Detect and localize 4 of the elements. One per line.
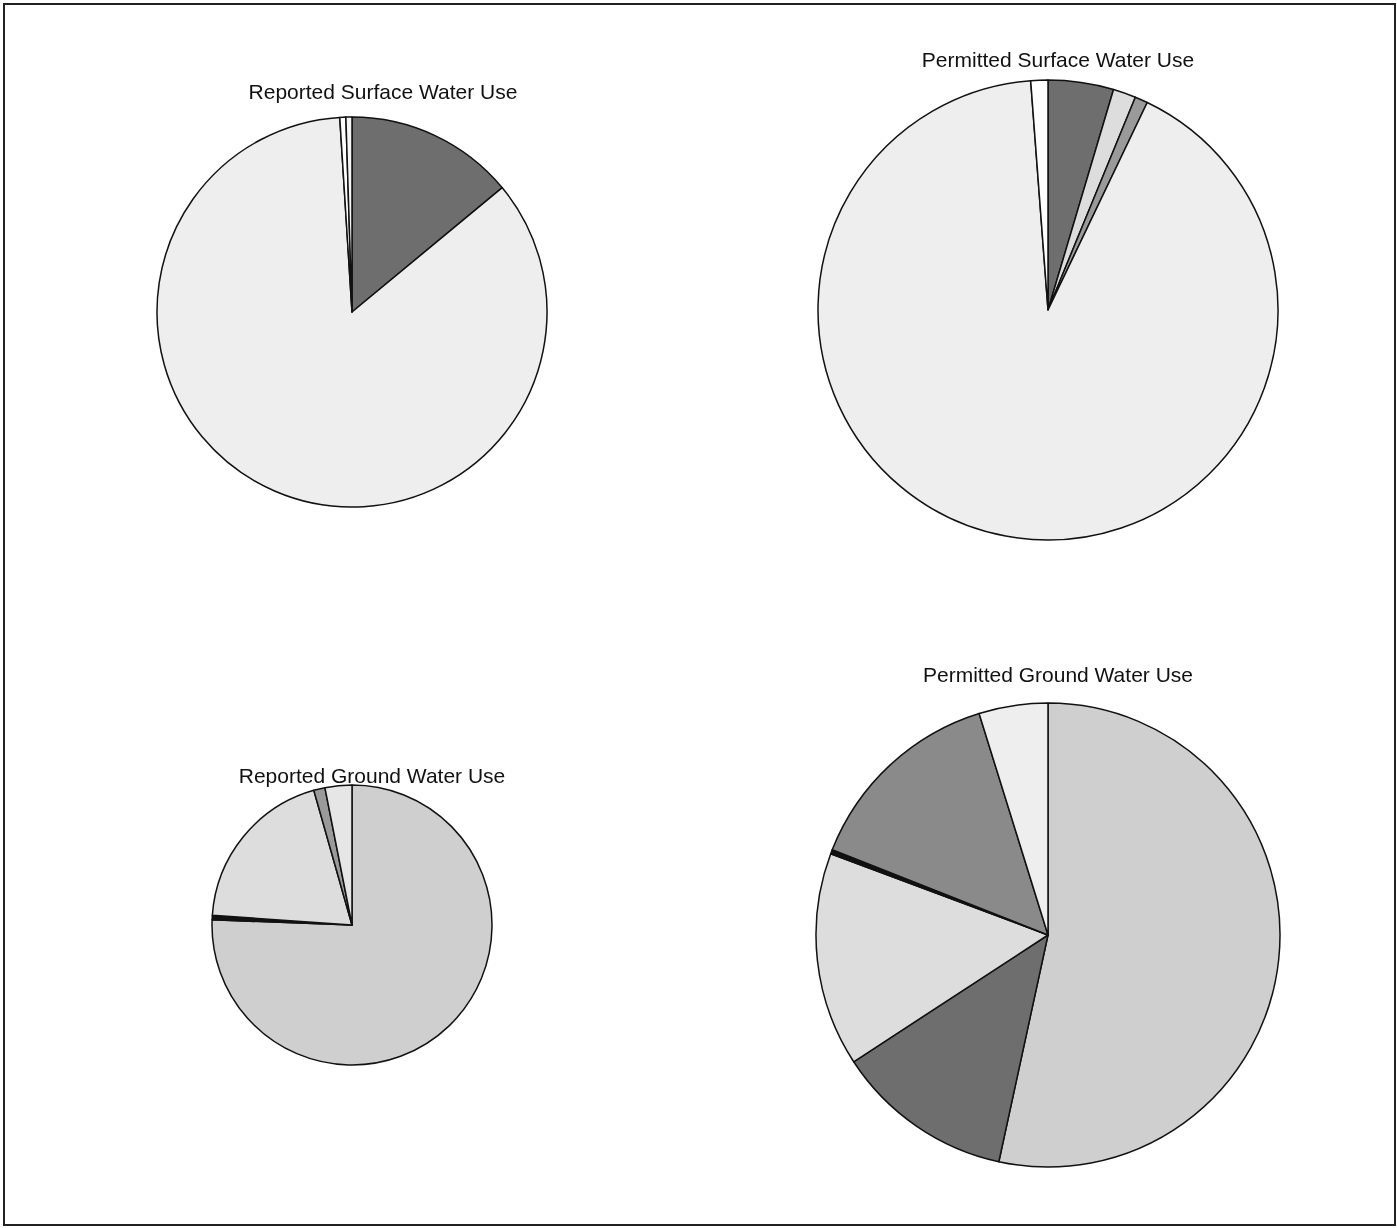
- chart-title: Reported Ground Water Use: [238, 764, 506, 787]
- chart-title: Permitted Surface Water Use: [921, 48, 1195, 71]
- chart-title: Permitted Ground Water Use: [923, 663, 1193, 686]
- chart-title: Reported Surface Water Use: [248, 80, 518, 103]
